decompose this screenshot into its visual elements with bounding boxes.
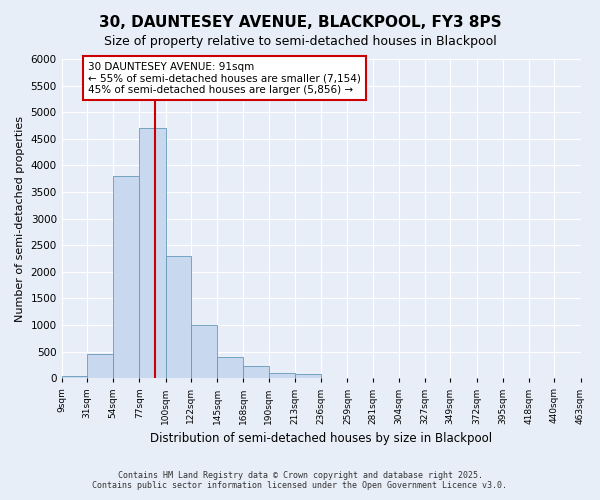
Bar — [295, 374, 321, 378]
Bar — [62, 376, 87, 378]
Bar — [113, 176, 139, 378]
Bar — [269, 373, 295, 378]
Text: Size of property relative to semi-detached houses in Blackpool: Size of property relative to semi-detach… — [104, 35, 496, 48]
Text: 30, DAUNTESEY AVENUE, BLACKPOOL, FY3 8PS: 30, DAUNTESEY AVENUE, BLACKPOOL, FY3 8PS — [98, 15, 502, 30]
Bar — [87, 354, 113, 378]
Bar — [191, 325, 217, 378]
Text: Contains HM Land Registry data © Crown copyright and database right 2025.
Contai: Contains HM Land Registry data © Crown c… — [92, 470, 508, 490]
Y-axis label: Number of semi-detached properties: Number of semi-detached properties — [15, 116, 25, 322]
Bar — [217, 357, 244, 378]
Bar — [166, 256, 191, 378]
Bar — [244, 366, 269, 378]
Bar — [139, 128, 166, 378]
Text: 30 DAUNTESEY AVENUE: 91sqm
← 55% of semi-detached houses are smaller (7,154)
45%: 30 DAUNTESEY AVENUE: 91sqm ← 55% of semi… — [88, 62, 361, 95]
X-axis label: Distribution of semi-detached houses by size in Blackpool: Distribution of semi-detached houses by … — [150, 432, 492, 445]
